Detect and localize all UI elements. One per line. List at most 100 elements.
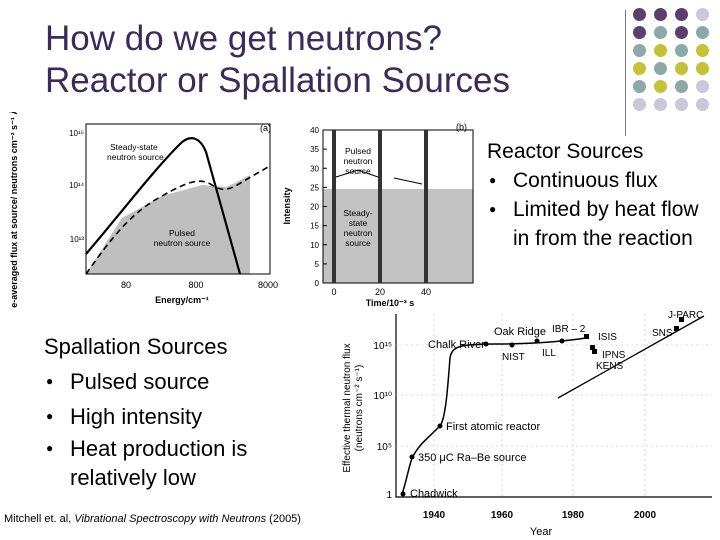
fig-a-plot-frame xyxy=(85,123,271,275)
figure-citation: Mitchell et. al, Vibrational Spectroscop… xyxy=(4,513,301,525)
spallation-heading: Spallation Sources xyxy=(44,334,228,359)
bullet-icon: ● xyxy=(46,409,54,423)
bullet-icon: ● xyxy=(46,441,54,455)
decorative-dot xyxy=(696,8,709,21)
decorative-dot xyxy=(696,26,709,39)
fig-b-pulsed-label-2: neutron xyxy=(344,156,373,166)
spallation-sources-block: Spallation Sources ● Pulsed source ● High … xyxy=(44,329,304,492)
fig-b-pulse-arrows xyxy=(335,169,423,185)
decorative-dot xyxy=(633,80,646,93)
fig-c-label-jparc: J-PARC xyxy=(668,310,703,321)
decorative-dot xyxy=(633,62,646,75)
fig-b-steady-label-3: neutron xyxy=(344,228,373,238)
decorative-dot xyxy=(675,98,688,111)
figure-b-intensity-vs-time: Intensity 40 35 30 25 20 15 10 5 0 (b) Pulsed ne… xyxy=(282,122,474,308)
fig-c-label-chadwick: Chadwick xyxy=(410,488,458,500)
fig-c-label-isis: ISIS xyxy=(598,332,617,343)
fig-a-ytick-1: 10¹⁵ xyxy=(69,129,84,138)
fig-b-ytick-label: 10 xyxy=(310,241,319,250)
decorative-dot xyxy=(633,8,646,21)
fig-c-ytick-2: 10¹⁰ xyxy=(374,391,392,402)
decorative-divider xyxy=(625,10,626,136)
fig-c-xlabel: Year xyxy=(530,526,553,538)
fig-c-label-ibr: IBR – 2 xyxy=(552,324,586,335)
decorative-dot xyxy=(675,62,688,75)
title-line-2: Reactor or Spallation Sources xyxy=(45,61,510,100)
fig-c-label-ill: ILL xyxy=(542,348,556,359)
fig-c-label-ipns: IPNS xyxy=(602,350,626,361)
fig-b-xlabel: Time/10⁻³ s xyxy=(366,298,415,308)
decorative-dot xyxy=(633,98,646,111)
decorative-dot xyxy=(633,26,646,39)
fig-b-pulsed-label-1: Pulsed xyxy=(345,146,371,156)
fig-b-panel-label: (b) xyxy=(456,122,467,132)
fig-b-ytick-label: 40 xyxy=(310,126,319,135)
fig-b-xtick-1: 0 xyxy=(331,287,336,297)
fig-c-label-sns: SNS xyxy=(652,328,673,339)
spallation-item: ● Heat production is relatively low xyxy=(46,436,248,490)
citation-book-title: Vibrational Spectroscopy with Neutrons xyxy=(74,513,267,525)
fig-b-ytick-label: 35 xyxy=(310,145,319,154)
fig-a-pulsed-curve xyxy=(85,166,269,275)
decorative-dot xyxy=(675,80,688,93)
fig-b-pulsed-label-3: source xyxy=(345,166,371,176)
fig-b-steady-level xyxy=(323,189,473,283)
decorative-dot xyxy=(654,44,667,57)
fig-b-ylabel: Intensity xyxy=(282,187,292,224)
reactor-sources-block: Reactor Sources ● Continuous flux ● Limite… xyxy=(487,137,712,253)
spallation-item: ● Pulsed source xyxy=(44,364,304,399)
fig-c-ylabel-2: (neutrons cm⁻² s⁻¹) xyxy=(354,365,365,452)
decorative-dot xyxy=(633,44,646,57)
fig-a-steady-label-2: neutron source xyxy=(107,152,164,162)
figure-a-flux-vs-energy: Time-averaged flux at source/ neutrons c… xyxy=(9,112,278,308)
fig-c-label-nist: NIST xyxy=(502,352,525,363)
fig-b-steady-label-4: source xyxy=(345,238,371,248)
reactor-item: ● Continuous flux xyxy=(487,166,712,195)
fig-c-label-chalk: Chalk River xyxy=(428,339,485,351)
bullet-icon: ● xyxy=(489,202,497,216)
fig-c-ytick-4: 1 xyxy=(386,490,392,501)
fig-b-xtick-2: 20 xyxy=(375,287,385,297)
fig-c-label-reactor: First atomic reactor xyxy=(446,421,540,433)
fig-c-axes xyxy=(395,314,712,498)
fig-b-ytick-label: 15 xyxy=(310,222,319,231)
fig-c-label-oak: Oak Ridge xyxy=(494,326,546,338)
decorative-dot xyxy=(696,62,709,75)
fig-b-ytick-label: 0 xyxy=(315,279,320,288)
decorative-dot xyxy=(654,26,667,39)
fig-a-xtick-2: 800 xyxy=(188,280,203,290)
decorative-dot xyxy=(654,98,667,111)
fig-a-xlabel: Energy/cm⁻¹ xyxy=(155,295,209,305)
decorative-dot xyxy=(654,62,667,75)
fig-c-ylabel-1: Effective thermal neutron flux xyxy=(342,343,353,472)
fig-a-pulsed-label-1: Pulsed xyxy=(169,228,195,238)
spallation-item: ● High intensity xyxy=(44,399,304,434)
fig-c-ytick-3: 10⁵ xyxy=(377,442,392,453)
reactor-heading: Reactor Sources xyxy=(487,140,644,163)
fig-a-ytick-2: 10¹⁴ xyxy=(69,181,85,190)
fig-a-xtick-3: 8000 xyxy=(258,280,278,290)
figure-c-flux-history: Effective thermal neutron flux (neutrons… xyxy=(336,308,720,540)
fig-b-ytick-label: 5 xyxy=(315,260,320,269)
fig-b-steady-label-1: Steady- xyxy=(343,208,372,218)
fig-c-label-kens: KENS xyxy=(596,361,624,372)
fig-c-spallation-trend xyxy=(557,315,705,399)
fig-b-steady-label-2: state xyxy=(349,218,368,228)
fig-a-panel-label: (a) xyxy=(260,123,271,133)
fig-c-xtick-3: 1980 xyxy=(562,510,585,521)
fig-a-pulsed-label-2: neutron source xyxy=(154,238,211,248)
decorative-dot xyxy=(654,80,667,93)
fig-a-xtick-1: 80 xyxy=(121,280,131,290)
fig-a-steady-state-curve xyxy=(85,137,242,275)
decorative-dot xyxy=(675,26,688,39)
fig-c-xtick-4: 2000 xyxy=(634,510,657,521)
fig-c-ytick-1: 10¹⁵ xyxy=(373,341,392,352)
decorative-dot xyxy=(696,80,709,93)
slide-title: How do we get neutrons? Reactor or Spall… xyxy=(45,18,605,102)
fig-c-xtick-2: 1960 xyxy=(491,510,514,521)
fig-c-xtick-1: 1940 xyxy=(423,510,446,521)
fig-c-data-points xyxy=(400,317,684,497)
fig-b-xtick-3: 40 xyxy=(421,287,431,297)
fig-c-background xyxy=(336,308,720,540)
decorative-dot xyxy=(675,8,688,21)
